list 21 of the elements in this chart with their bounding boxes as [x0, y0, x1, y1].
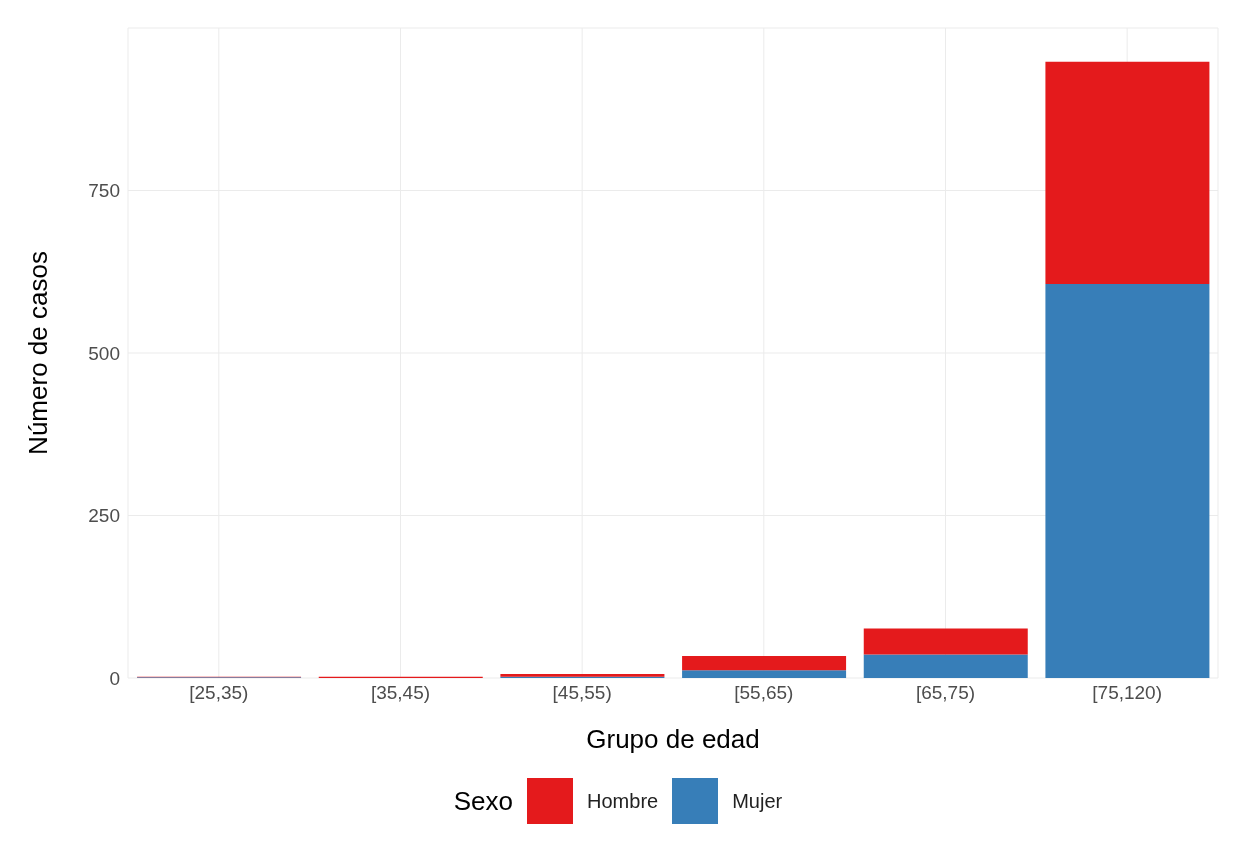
y-tick-label: 500 [88, 342, 120, 364]
x-tick-label: [45,55) [552, 682, 612, 704]
bar [1045, 284, 1210, 678]
x-tick-label: [55,65) [734, 682, 794, 704]
x-tick-label: [25,35) [189, 682, 249, 704]
bar [863, 654, 1028, 678]
y-axis-title: Número de casos [23, 251, 54, 455]
y-tick-label: 0 [109, 667, 120, 689]
legend-title: Sexo [453, 785, 514, 817]
bar [682, 655, 847, 671]
x-tick-label: [65,75) [915, 682, 976, 704]
x-axis-title: Grupo de edad [586, 724, 760, 754]
bar [863, 628, 1028, 655]
x-tick-label: [75,120) [1092, 682, 1163, 704]
bar [1045, 61, 1210, 285]
legend-label: Hombre [587, 789, 659, 813]
x-tick-label: [35,45) [370, 682, 431, 704]
legend-label: Mujer [732, 789, 783, 813]
bar [682, 670, 847, 678]
y-tick-label: 750 [88, 180, 120, 202]
y-tick-label: 250 [88, 505, 120, 527]
